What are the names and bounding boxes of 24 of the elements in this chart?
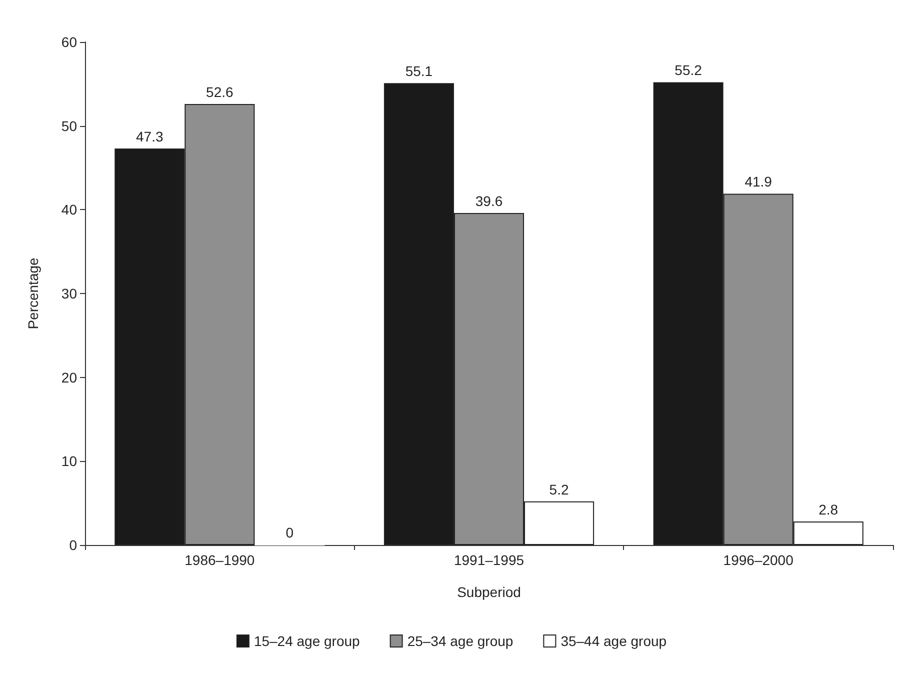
- data-label: 39.6: [475, 193, 503, 210]
- x-axis-title: Subperiod: [457, 584, 521, 600]
- data-label: 52.6: [206, 84, 234, 100]
- y-axis-title: Percentage: [25, 257, 41, 330]
- data-label: 55.1: [405, 63, 433, 80]
- legend-label: 15–24 age group: [254, 633, 360, 649]
- y-tick-label: 50: [61, 118, 78, 134]
- data-label: 5.2: [549, 481, 569, 498]
- y-tick-label: 0: [69, 537, 78, 553]
- y-tick-label: 20: [61, 369, 78, 386]
- x-tick-label: 1996–2000: [723, 552, 794, 568]
- data-label: 55.2: [674, 62, 702, 78]
- data-label: 0: [286, 524, 294, 540]
- y-tick-label: 10: [61, 453, 78, 470]
- legend-label: 35–44 age group: [560, 633, 667, 649]
- data-label: 2.8: [818, 502, 838, 518]
- data-label: 47.3: [136, 128, 164, 144]
- y-tick-label: 60: [61, 34, 78, 50]
- legend-label: 25–34 age group: [407, 633, 514, 649]
- x-tick-label: 1986–1990: [184, 552, 255, 568]
- y-tick-label: 30: [61, 286, 78, 302]
- data-label: 41.9: [744, 174, 772, 190]
- y-tick-label: 40: [61, 202, 78, 218]
- x-tick-label: 1991–1995: [454, 552, 524, 568]
